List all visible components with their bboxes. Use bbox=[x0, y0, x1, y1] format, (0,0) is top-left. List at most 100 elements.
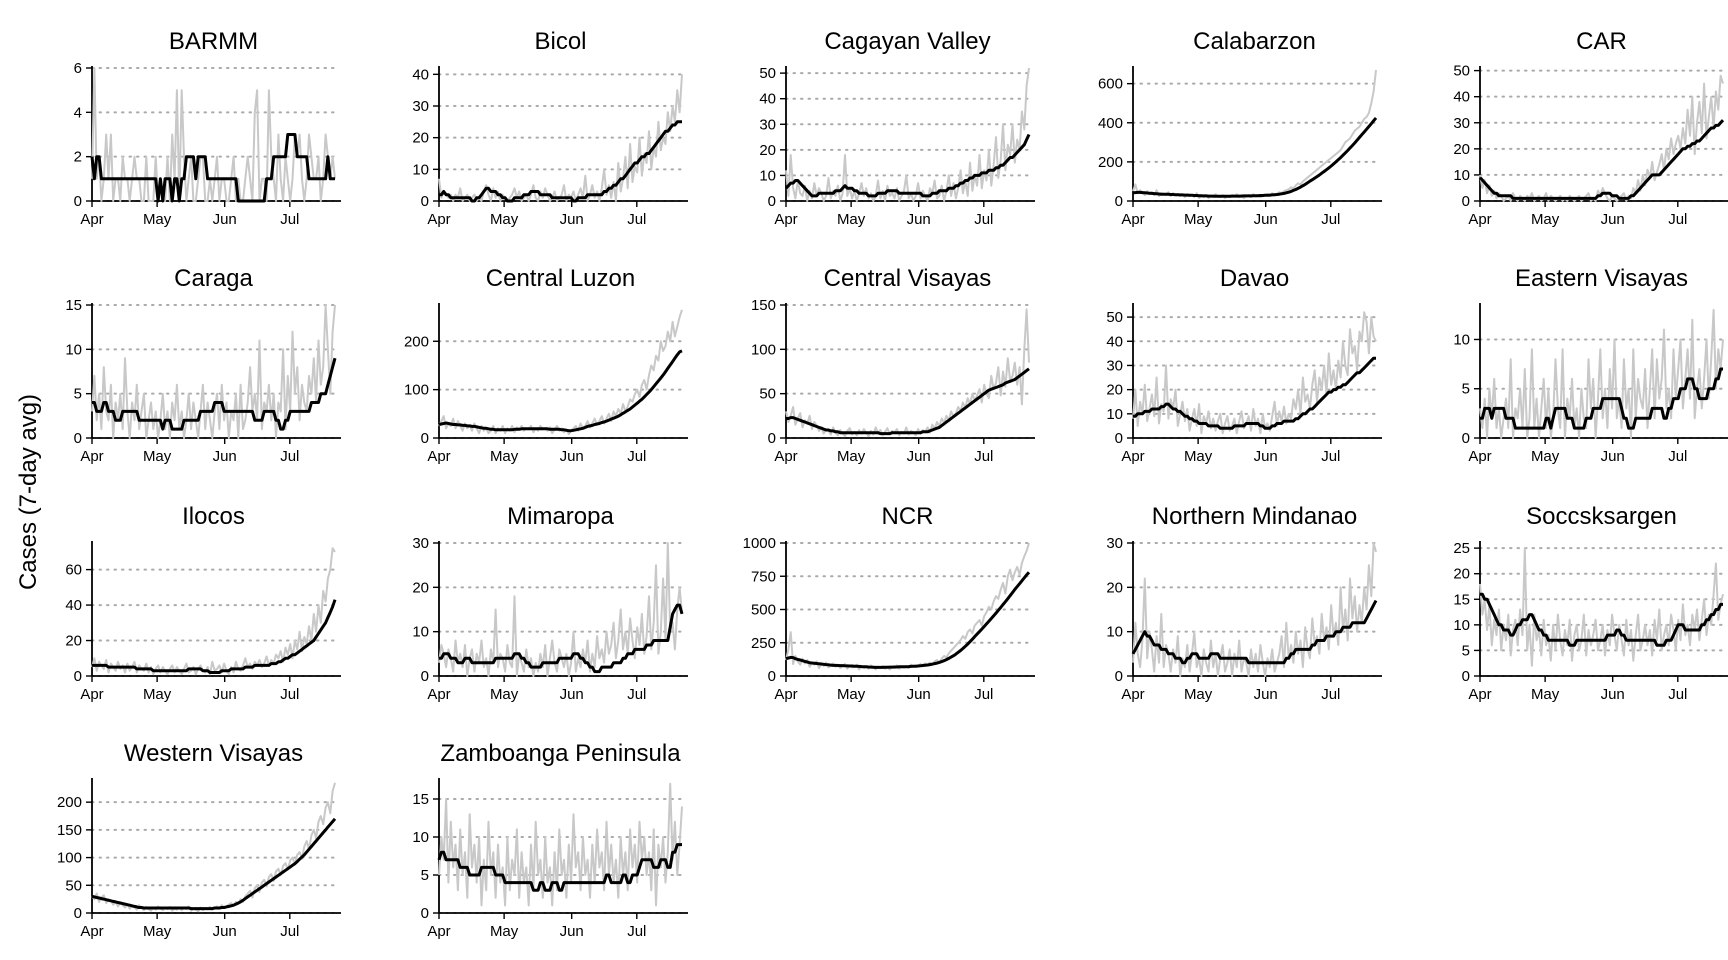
series-line-7day-avg bbox=[437, 843, 682, 892]
y-tick-label: 30 bbox=[1453, 115, 1470, 132]
series-line-daily bbox=[91, 547, 336, 676]
y-tick-label: 0 bbox=[1115, 193, 1123, 210]
x-tick-label: May bbox=[1184, 211, 1213, 228]
y-tick-label: 20 bbox=[1453, 141, 1470, 158]
y-tick-label: 6 bbox=[74, 60, 82, 77]
panel-caraga: Caraga 0 5 10 15 Apr May Jun Jul bbox=[65, 265, 341, 465]
x-tick-label: Jun bbox=[560, 923, 584, 940]
y-tick-label: 750 bbox=[751, 568, 776, 585]
y-tick-label: 15 bbox=[65, 297, 82, 314]
y-tick-label: 100 bbox=[751, 341, 776, 358]
y-tick-label: 4 bbox=[74, 104, 82, 121]
x-tick-label: Jun bbox=[213, 923, 237, 940]
y-tick-label: 0 bbox=[1115, 668, 1123, 685]
x-tick-label: May bbox=[490, 448, 519, 465]
x-tick-label: Jul bbox=[974, 211, 993, 228]
panel-soccsksargen: Soccsksargen 0 5 10 15 20 25 Apr May Jun Jul bbox=[1453, 503, 1728, 703]
y-tick-label: 150 bbox=[751, 297, 776, 314]
panel-title: Davao bbox=[1220, 265, 1289, 292]
y-tick-label: 30 bbox=[412, 535, 429, 552]
panel-barmm: BARMM 0 2 4 6 Apr May Jun Jul bbox=[74, 28, 341, 228]
series-line-daily bbox=[1479, 74, 1724, 202]
x-tick-label: Jun bbox=[213, 686, 237, 703]
y-tick-label: 10 bbox=[1453, 617, 1470, 634]
y-tick-label: 10 bbox=[412, 161, 429, 178]
y-tick-label: 40 bbox=[65, 597, 82, 614]
series-line-daily bbox=[785, 67, 1030, 202]
series-line-7day-avg bbox=[786, 367, 1030, 436]
y-tick-label: 40 bbox=[412, 66, 429, 83]
series-line-daily bbox=[438, 542, 683, 677]
panel-title: BARMM bbox=[169, 28, 258, 55]
x-tick-label: May bbox=[837, 448, 866, 465]
x-tick-label: May bbox=[1531, 448, 1560, 465]
x-tick-label: May bbox=[143, 686, 172, 703]
y-tick-label: 10 bbox=[412, 829, 429, 846]
series-line-daily bbox=[1479, 308, 1724, 439]
x-tick-label: Jul bbox=[280, 211, 299, 228]
x-tick-label: Jun bbox=[1601, 448, 1625, 465]
y-tick-label: 10 bbox=[1453, 167, 1470, 184]
x-tick-label: Jul bbox=[627, 448, 646, 465]
y-tick-label: 0 bbox=[768, 430, 776, 447]
x-tick-label: May bbox=[1184, 448, 1213, 465]
x-tick-label: Jul bbox=[1668, 211, 1687, 228]
x-tick-label: Apr bbox=[1468, 211, 1491, 228]
y-tick-label: 600 bbox=[1098, 76, 1123, 93]
x-tick-label: May bbox=[1531, 211, 1560, 228]
y-tick-label: 30 bbox=[1106, 357, 1123, 374]
x-tick-label: May bbox=[143, 211, 172, 228]
panel-title: Bicol bbox=[534, 28, 586, 55]
x-tick-label: Jun bbox=[1601, 211, 1625, 228]
panel-car: CAR 0 10 20 30 40 50 Apr May Jun Jul bbox=[1453, 28, 1728, 228]
series-line-7day-avg bbox=[1480, 367, 1723, 430]
y-tick-label: 50 bbox=[759, 386, 776, 403]
y-tick-label: 100 bbox=[57, 850, 82, 867]
series-line-7day-avg bbox=[1132, 116, 1378, 198]
y-tick-label: 15 bbox=[1453, 591, 1470, 608]
x-tick-label: Apr bbox=[774, 211, 797, 228]
x-tick-label: Jun bbox=[907, 448, 931, 465]
x-tick-label: Apr bbox=[427, 448, 450, 465]
y-tick-label: 10 bbox=[1106, 624, 1123, 641]
x-tick-label: Apr bbox=[1468, 686, 1491, 703]
panel-mimaropa: Mimaropa 0 10 20 30 Apr May Jun Jul bbox=[412, 503, 688, 703]
y-tick-label: 0 bbox=[768, 668, 776, 685]
x-tick-label: Jul bbox=[627, 923, 646, 940]
series-line-7day-avg bbox=[92, 599, 337, 674]
x-tick-label: Apr bbox=[80, 211, 103, 228]
series-line-7day-avg bbox=[784, 133, 1031, 198]
x-tick-label: Jul bbox=[1321, 448, 1340, 465]
panel-zamboanga-peninsula: Zamboanga Peninsula 0 5 10 15 Apr May Jun Jul bbox=[412, 740, 688, 940]
x-tick-label: Jul bbox=[1321, 211, 1340, 228]
y-tick-label: 0 bbox=[421, 905, 429, 922]
x-tick-label: Jul bbox=[627, 686, 646, 703]
y-tick-label: 150 bbox=[57, 822, 82, 839]
y-axis-label: Cases (7-day avg) bbox=[15, 394, 42, 590]
x-tick-label: Apr bbox=[80, 448, 103, 465]
y-tick-label: 0 bbox=[74, 193, 82, 210]
panel-central-visayas: Central Visayas 0 50 100 150 Apr May Jun Jul bbox=[751, 265, 1035, 465]
x-tick-label: Apr bbox=[427, 923, 450, 940]
y-tick-label: 200 bbox=[57, 794, 82, 811]
x-tick-label: Jul bbox=[627, 211, 646, 228]
y-tick-label: 40 bbox=[1106, 333, 1123, 350]
y-tick-label: 0 bbox=[1115, 430, 1123, 447]
x-tick-label: Jun bbox=[1254, 686, 1278, 703]
x-tick-label: Jun bbox=[1254, 211, 1278, 228]
panel-eastern-visayas: Eastern Visayas 0 5 10 Apr May Jun Jul bbox=[1453, 265, 1728, 465]
y-tick-label: 5 bbox=[1462, 642, 1470, 659]
x-tick-label: Jul bbox=[974, 686, 993, 703]
panel-ilocos: Ilocos 0 20 40 60 Apr May Jun Jul bbox=[65, 503, 341, 703]
y-tick-label: 50 bbox=[1453, 63, 1470, 80]
y-tick-label: 5 bbox=[74, 386, 82, 403]
y-tick-label: 0 bbox=[1462, 193, 1470, 210]
x-tick-label: Jun bbox=[213, 211, 237, 228]
y-tick-label: 200 bbox=[404, 333, 429, 350]
panel-cagayan-valley: Cagayan Valley 0 10 20 30 40 50 Apr May Jun Jul bbox=[759, 28, 1035, 228]
panel-title: Northern Mindanao bbox=[1152, 503, 1357, 530]
y-tick-label: 0 bbox=[421, 668, 429, 685]
x-tick-label: Apr bbox=[427, 686, 450, 703]
y-tick-label: 20 bbox=[412, 579, 429, 596]
